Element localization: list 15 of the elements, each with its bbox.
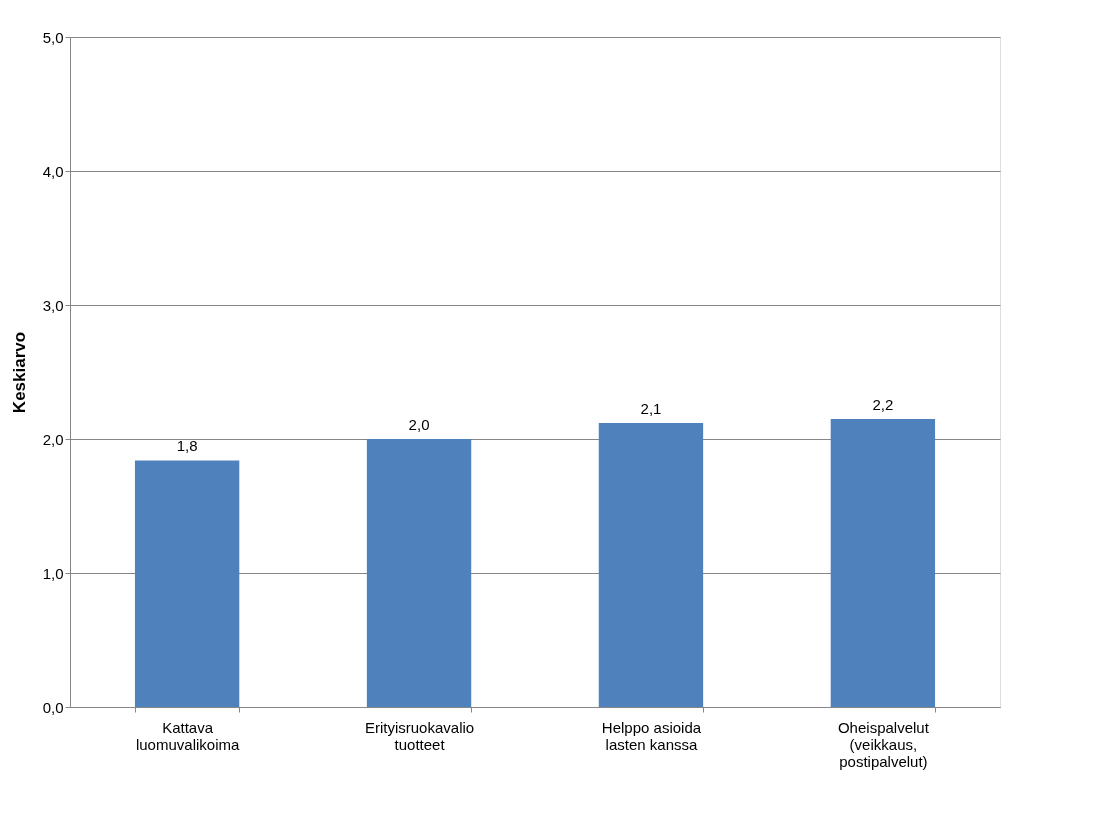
- x-tick-label: Erityisruokavalio tuotteet: [364, 718, 475, 753]
- y-tick-label: 0,0: [42, 698, 64, 716]
- data-label: 2,1: [640, 399, 662, 417]
- y-tick-label: 2,0: [42, 430, 64, 448]
- y-tick-label: 1,0: [42, 564, 64, 582]
- y-tick-label: 4,0: [42, 162, 64, 180]
- x-tick-label: Oheispalvelut (veikkaus, postipalvelut): [837, 718, 930, 770]
- y-axis-title: Keskiarvo: [9, 331, 29, 414]
- x-tick-label: Helppo asioida lasten kanssa: [601, 718, 702, 753]
- data-label: 2,2: [872, 395, 894, 413]
- data-label: 2,0: [408, 416, 430, 433]
- y-tick-label: 3,0: [42, 296, 64, 314]
- x-tick-label: Kattava luomuvalikoima: [135, 718, 240, 753]
- data-label: 1,8: [176, 437, 198, 455]
- y-tick-label: 5,0: [42, 28, 64, 46]
